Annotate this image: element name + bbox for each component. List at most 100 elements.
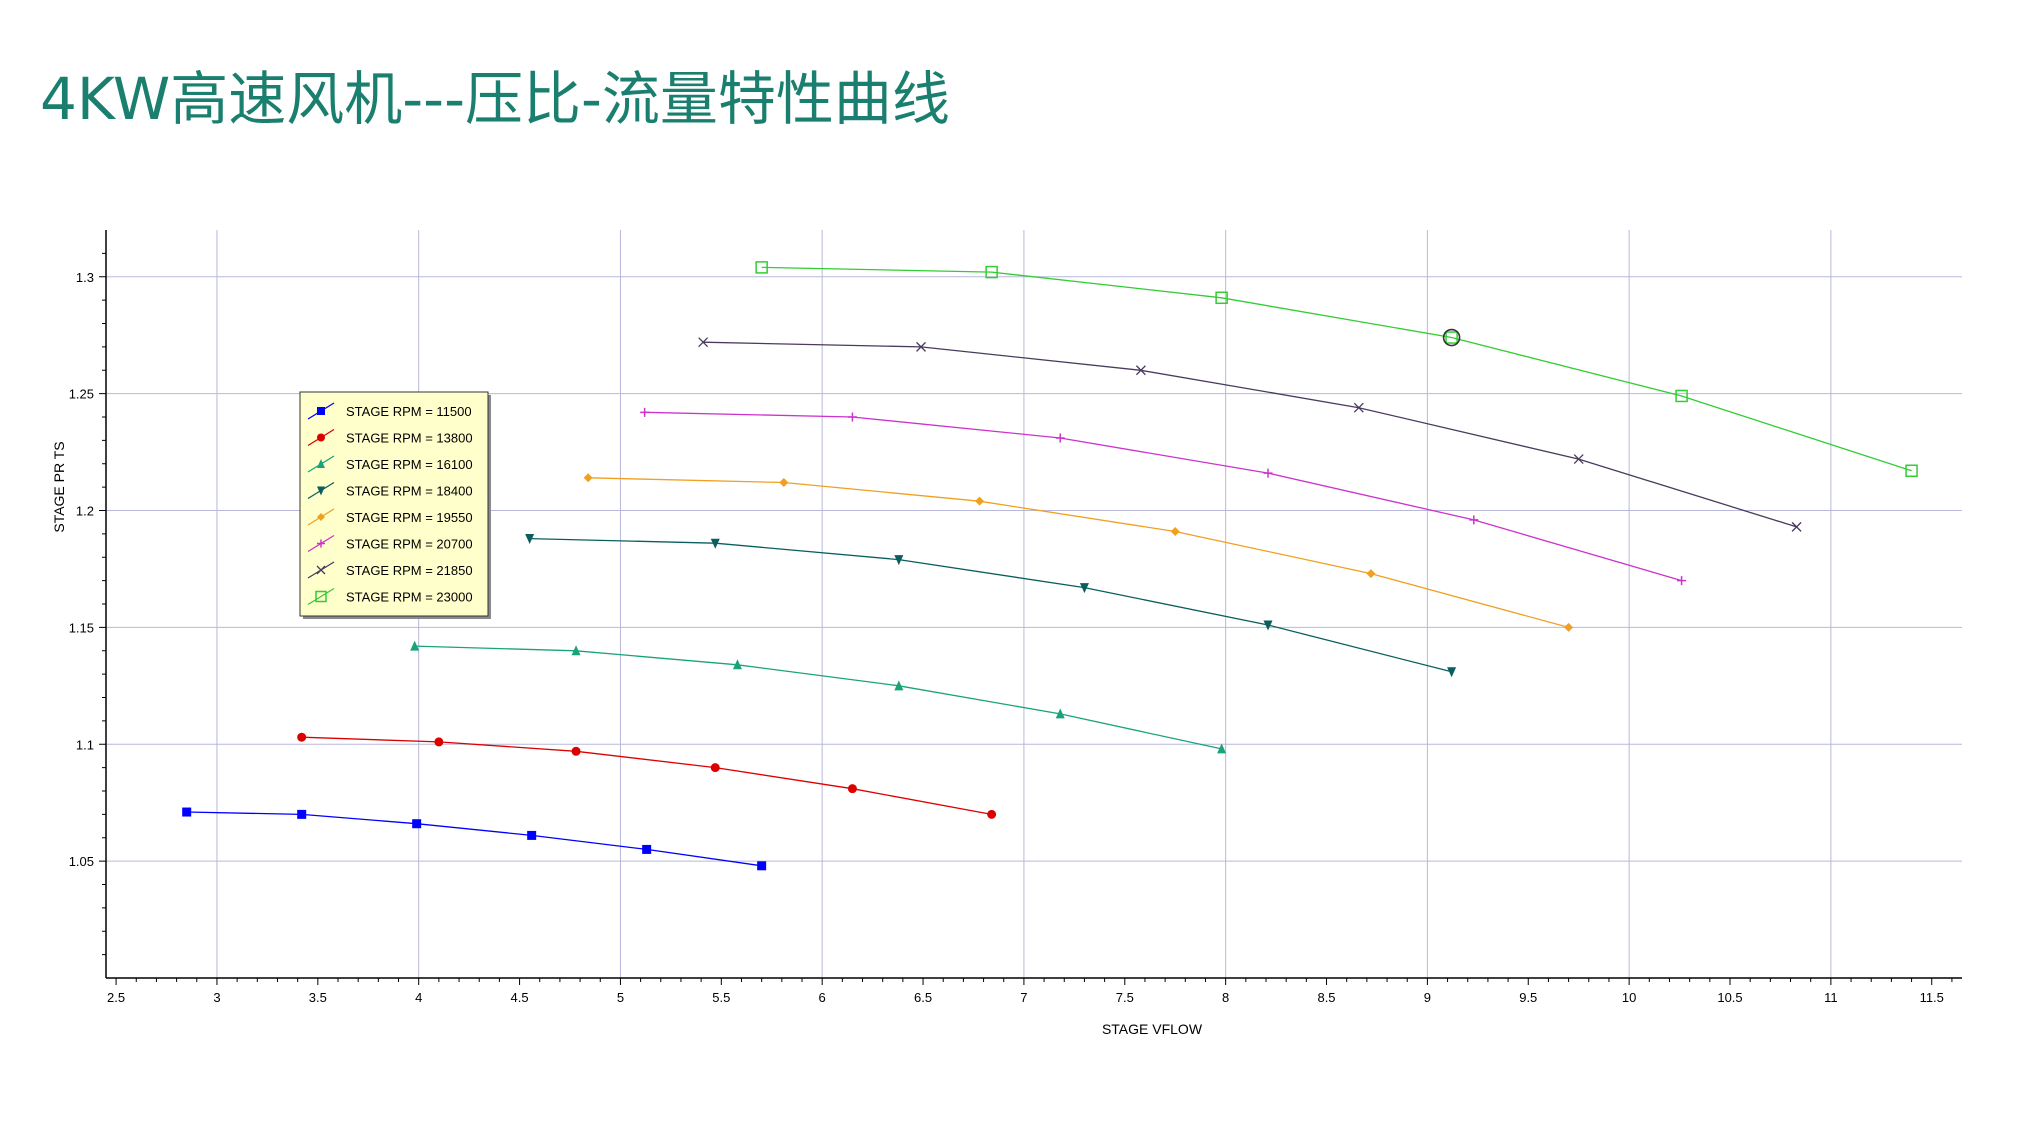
series-21850 [698,337,1802,532]
data-point [297,809,307,819]
legend-item: STAGE RPM = 18400 [307,481,473,500]
legend-item: STAGE RPM = 19550 [307,508,473,526]
x-axis-title: STAGE VFLOW [1102,1021,1203,1037]
data-point [1215,291,1228,305]
data-point [182,807,192,817]
data-point [317,407,325,415]
data-point [642,844,652,854]
x-tick-label: 5 [617,990,624,1005]
data-point [571,746,581,756]
y-tick-label: 1.15 [69,620,94,635]
data-point [732,659,742,670]
legend-swatch-line [307,587,335,606]
y-tick-label: 1.2 [76,504,94,519]
series-13800 [297,732,997,819]
legend-item: STAGE RPM = 20700 [307,534,473,553]
series-line [301,736,992,816]
legend-item: STAGE RPM = 13800 [307,428,473,447]
series-line [761,266,1912,472]
data-point [1263,468,1273,478]
legend-label: STAGE RPM = 21850 [346,563,473,578]
data-point [1469,515,1479,525]
series-line [703,341,1797,528]
series-18400 [525,534,1457,678]
series-line [186,811,762,867]
legend-label: STAGE RPM = 11500 [346,404,472,419]
data-point [1353,402,1364,413]
data-point [1079,583,1089,594]
data-point [527,830,537,840]
data-point [987,809,997,819]
highlight-marker[interactable] [1442,328,1461,347]
legend-label: STAGE RPM = 16100 [346,457,473,472]
series-line [414,645,1222,750]
data-point [698,337,709,348]
x-tick-label: 7.5 [1116,990,1134,1005]
data-point [847,784,857,794]
legend-label: STAGE RPM = 18400 [346,484,473,499]
data-point [1675,389,1688,403]
x-tick-label: 4 [415,990,422,1005]
chart-series [182,261,1918,871]
data-point [710,763,720,773]
x-tick-label: 10 [1622,990,1636,1005]
data-point [583,473,593,483]
data-point [1573,454,1584,465]
x-tick-label: 11.5 [1920,990,1944,1005]
data-point [894,555,904,566]
data-point [975,496,985,506]
x-tick-label: 8 [1222,990,1229,1005]
data-point [1791,521,1802,532]
legend-label: STAGE RPM = 20700 [346,537,473,552]
data-point [317,486,325,496]
legend-item: STAGE RPM = 16100 [307,455,473,473]
legend-label: STAGE RPM = 13800 [346,431,473,446]
data-point [315,590,327,603]
data-point [1366,569,1376,579]
data-point [1445,331,1458,344]
x-tick-label: 9.5 [1519,990,1537,1005]
chart-axes: 2.5 3 3.5 4 4.5 5 5.5 6 6.5 7 7.5 8 8.5 9 9.5 10 10.5 11 1… [69,230,1962,1005]
data-point [297,732,307,742]
data-point [779,477,789,487]
data-point [317,539,325,548]
x-tick-label: 4.5 [511,990,529,1005]
data-point [412,819,422,829]
data-point [1135,365,1146,376]
data-point [525,534,535,545]
x-tick-label: 5.5 [712,990,730,1005]
data-point [1055,708,1065,719]
data-point [1564,622,1574,632]
data-point [894,680,904,691]
y-axis-title: STAGE PR TS [51,441,67,532]
data-point [710,538,720,549]
legend-item: STAGE RPM = 11500 [307,402,472,420]
y-tick-label: 1.25 [69,387,94,402]
data-point [317,433,325,442]
series-line [644,411,1682,582]
data-point [847,412,857,422]
x-tick-label: 7 [1020,990,1027,1005]
slide-title: 4KW高速风机---压比-流量特性曲线 [40,65,950,133]
x-tick-label: 6.5 [914,990,932,1005]
data-point [757,861,767,871]
chart-legend: STAGE RPM = 11500 STAGE RPM = 13800 STAGE … [299,391,491,619]
x-tick-label: 11 [1824,990,1838,1005]
data-point [1170,527,1180,537]
series-line [529,537,1452,673]
x-tick-label: 8.5 [1317,990,1335,1005]
legend-label: STAGE RPM = 19550 [346,510,473,525]
x-tick-label: 3 [213,990,220,1005]
x-tick-label: 6 [819,990,826,1005]
series-23000 [755,261,1918,478]
series-16100 [410,640,1227,754]
data-point [1263,620,1273,631]
data-point [916,341,926,352]
legend-box [299,391,489,617]
data-point [316,565,326,575]
data-point [434,737,444,747]
data-point [640,407,650,417]
series-11500 [182,807,767,871]
data-point [1447,667,1457,678]
